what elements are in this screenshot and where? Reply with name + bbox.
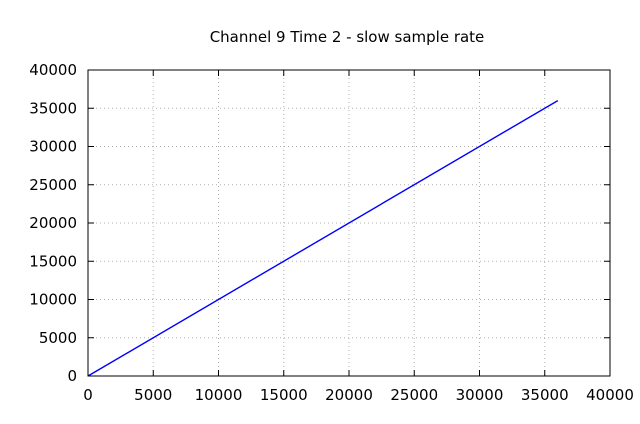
x-tick-label: 5000 [134, 386, 172, 404]
y-tick-label: 20000 [29, 214, 77, 232]
y-tick-label: 10000 [29, 291, 77, 309]
y-tick-label: 5000 [39, 329, 77, 347]
x-tick-label: 30000 [456, 386, 504, 404]
series-line-0 [87, 99, 559, 377]
x-tick-label: 15000 [260, 386, 308, 404]
x-tick-label: 40000 [586, 386, 634, 404]
ticks [87, 69, 611, 377]
y-tick-label: 30000 [29, 138, 77, 156]
x-tick-labels: 0 5000 10000 15000 20000 25000 30000 35000 40000 [83, 386, 634, 404]
y-tick-label: 35000 [29, 99, 77, 117]
x-tick-label: 35000 [521, 386, 569, 404]
x-tick-label: 20000 [325, 386, 373, 404]
x-tick-label: 10000 [195, 386, 243, 404]
x-tick-label: 25000 [390, 386, 438, 404]
y-tick-labels: 0 5000 10000 15000 20000 25000 30000 35000 40000 [29, 61, 77, 385]
y-tick-label: 25000 [29, 176, 77, 194]
x-tick-label: 0 [83, 386, 93, 404]
chart-title: Channel 9 Time 2 - slow sample rate [210, 28, 485, 46]
y-tick-label: 0 [67, 367, 77, 385]
y-tick-label: 15000 [29, 252, 77, 270]
series-layer [87, 99, 559, 377]
y-tick-label: 40000 [29, 61, 77, 79]
